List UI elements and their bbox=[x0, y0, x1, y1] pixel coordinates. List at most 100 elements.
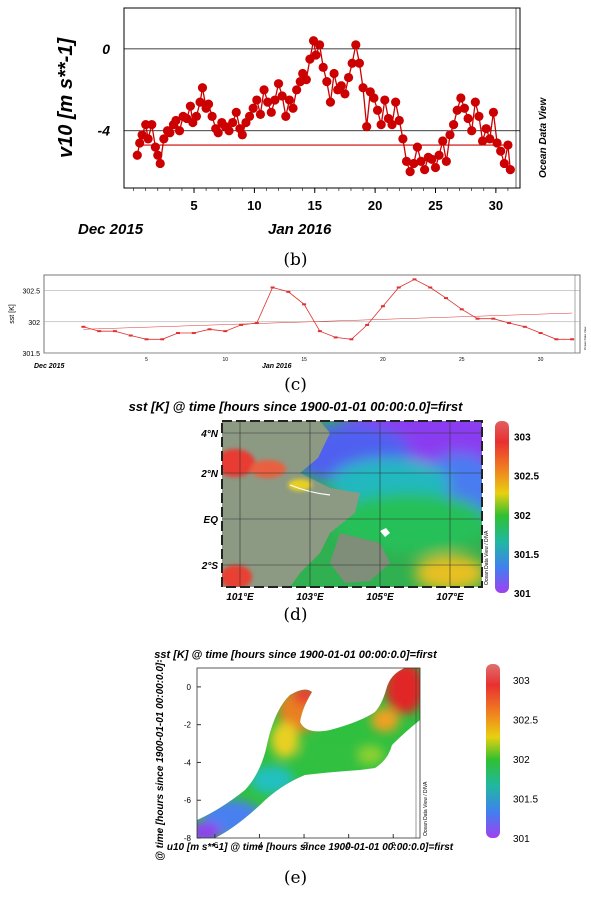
data-point bbox=[430, 162, 441, 173]
x-tick-label: 0 bbox=[346, 841, 351, 850]
sst-u10-v10-chart: -6 -4 -2 0 2 0 -2 -4 -6 -8 u10 [m s**-1] @ time … bbox=[155, 660, 538, 860]
data-point bbox=[452, 105, 462, 115]
data-point bbox=[207, 111, 217, 122]
data-point bbox=[191, 111, 202, 122]
data-point bbox=[195, 97, 205, 107]
data-point bbox=[135, 138, 145, 148]
data-point bbox=[459, 308, 464, 311]
x-tick-label: 10 bbox=[247, 198, 261, 213]
data-point bbox=[325, 97, 336, 107]
sst-series bbox=[81, 278, 575, 341]
data-point bbox=[481, 124, 491, 134]
y-tick-label: -2 bbox=[184, 721, 192, 730]
data-point bbox=[416, 156, 426, 167]
data-point bbox=[463, 113, 473, 124]
x-tick-label: 25 bbox=[428, 198, 442, 213]
caption-d: (d) bbox=[283, 605, 308, 625]
x-tick-labels: -6 -4 -2 0 2 bbox=[211, 834, 396, 850]
data-point bbox=[570, 338, 575, 341]
y-tick-label: -6 bbox=[184, 796, 192, 805]
x-tick-label: 20 bbox=[380, 357, 386, 363]
data-point bbox=[254, 322, 259, 325]
data-point bbox=[317, 330, 322, 333]
data-point bbox=[150, 142, 160, 152]
data-point bbox=[292, 85, 302, 95]
data-point bbox=[470, 97, 480, 107]
data-point bbox=[263, 97, 273, 107]
longitude-labels: 101°E 103°E 105°E 107°E bbox=[226, 592, 464, 603]
watermark: Ocean Data View bbox=[538, 97, 549, 178]
colorbar-tick-label: 301.5 bbox=[513, 794, 538, 805]
x-tick-labels: 5 10 15 20 25 30 bbox=[145, 357, 544, 363]
map-frame bbox=[221, 420, 483, 588]
y-tick-labels: 0 -4 bbox=[98, 41, 111, 139]
x-tick-label: -6 bbox=[211, 841, 219, 850]
x-tick-labels: 5 10 15 20 25 30 bbox=[133, 188, 509, 213]
longitude-label: 105°E bbox=[366, 592, 394, 603]
plot-frame bbox=[196, 667, 421, 839]
latitude-label: 2°N bbox=[200, 469, 219, 480]
v10-series bbox=[132, 36, 515, 177]
colorbar-tick-label: 303 bbox=[514, 433, 531, 444]
data-point bbox=[302, 303, 307, 306]
data-point bbox=[259, 85, 269, 95]
y-tick-label: -8 bbox=[184, 834, 192, 843]
data-point bbox=[401, 156, 412, 167]
latitude-label: 4°N bbox=[200, 429, 219, 440]
trend-line-segment bbox=[83, 312, 573, 330]
x-tick-label: 10 bbox=[223, 357, 229, 363]
data-point bbox=[492, 138, 502, 148]
data-point bbox=[428, 286, 433, 289]
data-point bbox=[396, 286, 401, 289]
sst-field bbox=[197, 668, 420, 838]
y-tick-labels: 301.5 302 302.5 bbox=[22, 289, 40, 358]
v10-time-series-chart: 0 -4 5 10 15 20 25 30 v10 [m s**-1] Dec 2015 J… bbox=[55, 7, 549, 238]
data-point bbox=[445, 130, 455, 140]
data-point bbox=[488, 107, 499, 117]
data-point bbox=[301, 74, 311, 85]
data-point bbox=[231, 107, 241, 117]
x-tick-label: 30 bbox=[538, 357, 544, 363]
data-point bbox=[441, 156, 451, 167]
watermark: Ocean Data View bbox=[583, 326, 587, 350]
data-point bbox=[144, 338, 149, 341]
series-line bbox=[83, 278, 573, 340]
data-point bbox=[459, 103, 470, 113]
data-point bbox=[318, 62, 328, 72]
data-point bbox=[474, 111, 484, 122]
data-point bbox=[369, 93, 379, 103]
data-point bbox=[176, 332, 180, 335]
data-point bbox=[380, 95, 390, 105]
data-point bbox=[197, 83, 208, 93]
data-point bbox=[475, 317, 480, 320]
data-point bbox=[270, 95, 280, 105]
data-point bbox=[248, 103, 258, 113]
data-point bbox=[155, 158, 165, 169]
latitude-labels: 4°N 2°N EQ 2°S bbox=[200, 429, 219, 572]
data-point bbox=[213, 128, 223, 138]
x-tick-label: 30 bbox=[489, 198, 503, 213]
y-tick-label: 0 bbox=[187, 683, 192, 692]
data-point bbox=[224, 126, 234, 136]
coastline-island bbox=[380, 528, 390, 537]
month-label-jan: Jan 2016 bbox=[262, 363, 292, 370]
data-point bbox=[322, 77, 332, 87]
data-point bbox=[266, 107, 276, 117]
data-point bbox=[351, 40, 361, 50]
data-point bbox=[387, 119, 397, 130]
data-point bbox=[286, 290, 291, 293]
data-point bbox=[333, 336, 338, 339]
data-point bbox=[185, 101, 196, 111]
land-lower bbox=[330, 533, 390, 583]
y-tick-label: -4 bbox=[184, 758, 192, 767]
x-tick-label: -2 bbox=[300, 841, 308, 850]
data-point bbox=[237, 130, 247, 140]
data-point bbox=[191, 332, 196, 335]
data-point bbox=[252, 95, 262, 105]
caption-c: (c) bbox=[284, 375, 307, 395]
data-point bbox=[362, 122, 372, 132]
caption-b: (b) bbox=[283, 250, 308, 270]
y-axis-label: v10 [m s**-1] @ time [hours since 1900-0… bbox=[155, 660, 166, 860]
data-point bbox=[147, 119, 157, 130]
data-point bbox=[255, 109, 266, 119]
